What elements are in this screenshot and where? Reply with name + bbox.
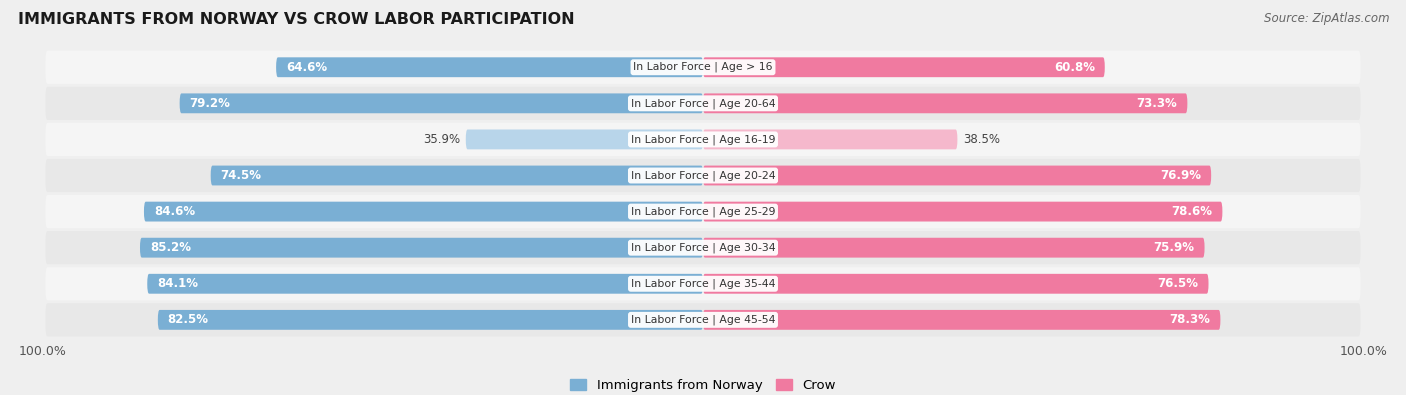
Legend: Immigrants from Norway, Crow: Immigrants from Norway, Crow [565,374,841,395]
Text: In Labor Force | Age 20-64: In Labor Force | Age 20-64 [631,98,775,109]
Text: In Labor Force | Age 35-44: In Labor Force | Age 35-44 [631,278,775,289]
FancyBboxPatch shape [45,267,1361,300]
FancyBboxPatch shape [703,310,1220,330]
Text: 84.1%: 84.1% [157,277,198,290]
Text: 76.5%: 76.5% [1157,277,1198,290]
FancyBboxPatch shape [703,93,1188,113]
FancyBboxPatch shape [45,123,1361,156]
FancyBboxPatch shape [276,57,703,77]
Text: 74.5%: 74.5% [221,169,262,182]
Text: In Labor Force | Age > 16: In Labor Force | Age > 16 [633,62,773,73]
Text: 60.8%: 60.8% [1054,61,1095,74]
FancyBboxPatch shape [703,238,1205,258]
FancyBboxPatch shape [465,130,703,149]
FancyBboxPatch shape [45,231,1361,264]
Text: 76.9%: 76.9% [1160,169,1201,182]
Text: 79.2%: 79.2% [190,97,231,110]
Text: 82.5%: 82.5% [167,313,208,326]
FancyBboxPatch shape [180,93,703,113]
Text: In Labor Force | Age 25-29: In Labor Force | Age 25-29 [631,206,775,217]
Text: In Labor Force | Age 20-24: In Labor Force | Age 20-24 [631,170,775,181]
FancyBboxPatch shape [45,195,1361,228]
Text: 85.2%: 85.2% [150,241,191,254]
Text: 64.6%: 64.6% [285,61,328,74]
Text: 73.3%: 73.3% [1136,97,1177,110]
FancyBboxPatch shape [45,159,1361,192]
FancyBboxPatch shape [141,238,703,258]
Text: In Labor Force | Age 16-19: In Labor Force | Age 16-19 [631,134,775,145]
FancyBboxPatch shape [703,57,1105,77]
Text: 38.5%: 38.5% [963,133,1000,146]
FancyBboxPatch shape [703,274,1209,294]
FancyBboxPatch shape [143,202,703,222]
Text: 35.9%: 35.9% [423,133,461,146]
FancyBboxPatch shape [703,166,1211,185]
FancyBboxPatch shape [211,166,703,185]
FancyBboxPatch shape [157,310,703,330]
FancyBboxPatch shape [148,274,703,294]
Text: In Labor Force | Age 30-34: In Labor Force | Age 30-34 [631,243,775,253]
Text: 75.9%: 75.9% [1154,241,1195,254]
Text: In Labor Force | Age 45-54: In Labor Force | Age 45-54 [631,314,775,325]
Text: IMMIGRANTS FROM NORWAY VS CROW LABOR PARTICIPATION: IMMIGRANTS FROM NORWAY VS CROW LABOR PAR… [18,12,575,27]
FancyBboxPatch shape [45,51,1361,84]
FancyBboxPatch shape [703,202,1222,222]
Text: 84.6%: 84.6% [153,205,195,218]
FancyBboxPatch shape [45,87,1361,120]
Text: 78.3%: 78.3% [1170,313,1211,326]
Text: 78.6%: 78.6% [1171,205,1212,218]
FancyBboxPatch shape [45,303,1361,337]
FancyBboxPatch shape [703,130,957,149]
Text: Source: ZipAtlas.com: Source: ZipAtlas.com [1264,12,1389,25]
